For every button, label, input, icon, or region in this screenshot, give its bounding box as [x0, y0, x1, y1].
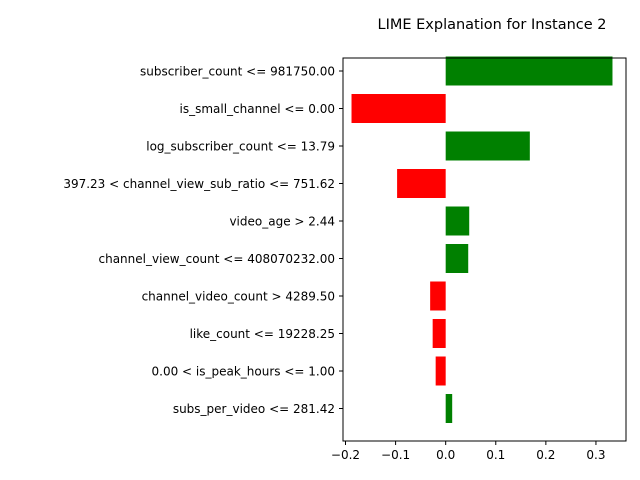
y-tick-label: subscriber_count <= 981750.00 [140, 65, 335, 79]
bar [430, 281, 446, 311]
bar [351, 94, 446, 123]
bars-layer [351, 56, 613, 423]
x-tick-label: 0.3 [586, 448, 605, 462]
y-tick-label: is_small_channel <= 0.00 [180, 102, 336, 116]
y-tick-label: like_count <= 19228.25 [190, 327, 335, 341]
x-tick-label: −0.1 [381, 448, 410, 462]
y-tick-label: log_subscriber_count <= 13.79 [146, 140, 335, 154]
bar [445, 131, 530, 161]
bar [435, 356, 446, 386]
x-tick-label: 0.2 [536, 448, 555, 462]
axes-frame [342, 57, 627, 442]
chart-title: LIME Explanation for Instance 2 [377, 17, 606, 33]
y-tick-label: 0.00 < is_peak_hours <= 1.00 [152, 365, 336, 379]
y-tick-label: subs_per_video <= 281.42 [173, 402, 335, 416]
y-tick-labels: subscriber_count <= 981750.00 is_small_ch… [63, 65, 343, 416]
y-tick-label: channel_video_count > 4289.50 [142, 290, 335, 304]
bar [445, 56, 613, 86]
y-tick-label: 397.23 < channel_view_sub_ratio <= 751.6… [63, 177, 335, 191]
bar [397, 169, 446, 198]
x-tick-label: 0.0 [436, 448, 455, 462]
bar [445, 394, 453, 423]
x-tick-label: 0.1 [486, 448, 505, 462]
bar [432, 319, 446, 348]
y-tick-label: channel_view_count <= 408070232.00 [98, 252, 335, 266]
x-axis-ticks: −0.2 −0.1 0.0 0.1 0.2 0.3 [331, 441, 605, 462]
bar [445, 206, 470, 236]
x-tick-label: −0.2 [331, 448, 360, 462]
y-tick-label: video_age > 2.44 [229, 215, 335, 229]
bar [445, 244, 469, 273]
